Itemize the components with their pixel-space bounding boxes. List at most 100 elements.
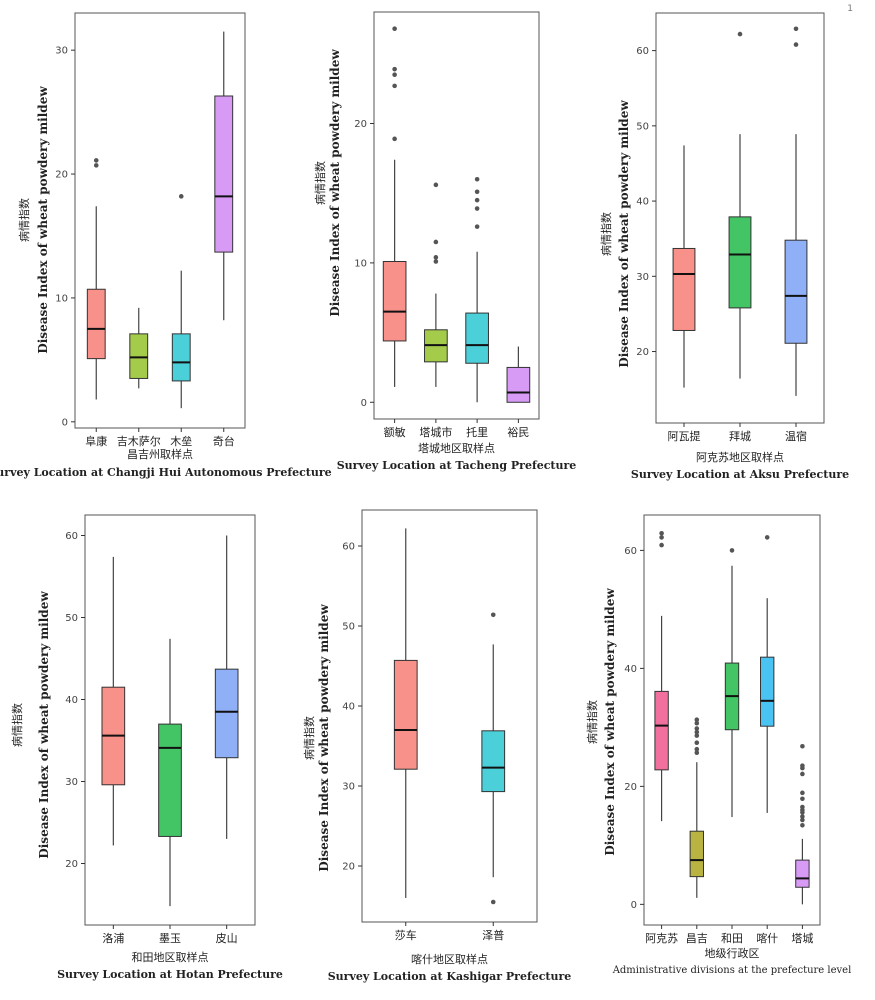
- y-tick-label: 60: [636, 46, 649, 57]
- x-axis-label-cn: 阿克苏地区取样点: [696, 450, 784, 464]
- outlier-point: [800, 743, 805, 749]
- category-label: 莎车: [395, 928, 417, 942]
- x-axis-label-en: Survey Location at Hotan Prefecture: [57, 968, 283, 981]
- x-axis-label-en: Survey Location at Kashigar Prefecture: [328, 970, 572, 983]
- category-label: 昌吉: [686, 932, 708, 945]
- x-axis-label-cn: 和田地区取样点: [132, 950, 209, 964]
- y-tick-label: 60: [624, 546, 637, 557]
- box-iqr: [481, 730, 506, 793]
- box-iqr: [382, 260, 407, 342]
- outlier-point: [800, 771, 805, 777]
- y-tick-label: 40: [342, 702, 355, 713]
- boxplot-svg: 0 20 40 60 阿克苏 昌吉 和田 喀什 塔城 病情指数 Disease Index of w…: [585, 514, 851, 976]
- boxplot-svg: 20 30 40 50 60 阿瓦提 拜城 温宿 病情指数 Disease Index of wh…: [599, 12, 849, 481]
- outlier-point: [474, 189, 480, 195]
- outlier-point: [800, 817, 805, 823]
- plot-frame: [373, 11, 540, 420]
- category-label: 皮山: [216, 932, 238, 945]
- outlier-point: [93, 158, 99, 163]
- category-label: 拜城: [729, 430, 751, 443]
- category-label: 喀什: [756, 932, 778, 945]
- category-label: 温宿: [785, 429, 807, 443]
- box-iqr: [672, 247, 696, 331]
- outlier-point: [392, 26, 397, 32]
- outlier-point: [178, 194, 184, 199]
- outlier-point: [729, 548, 735, 553]
- box-iqr: [760, 656, 775, 727]
- outlier-point: [793, 26, 799, 32]
- box-iqr: [86, 288, 106, 360]
- category-label: 奇台: [213, 434, 235, 448]
- y-tick-label: 20: [55, 170, 68, 181]
- category-label: 泽普: [482, 928, 504, 942]
- category-label: 阿克苏: [645, 932, 678, 945]
- plot-frame: [361, 509, 538, 923]
- category-label: 洛浦: [102, 931, 124, 945]
- plot-frame: [74, 12, 246, 429]
- category-label: 吉木萨尔: [117, 435, 161, 448]
- category-label: 木垒: [170, 435, 192, 448]
- x-axis-label-cn: 喀什地区取样点: [411, 952, 488, 966]
- box-iqr: [654, 690, 669, 771]
- outlier-point: [392, 136, 397, 142]
- boxplot-svg: 20 30 40 50 60 洛浦 墨玉 皮山 病情指数 Disease Index of whe…: [10, 514, 283, 981]
- y-tick-label: 40: [624, 664, 637, 675]
- y-tick-label: 20: [342, 862, 355, 873]
- box-iqr: [465, 312, 489, 364]
- y-tick-label: 50: [636, 121, 649, 132]
- outlier-point: [800, 804, 805, 810]
- y-axis-label-en: Disease Index of wheat powdery mildew: [617, 100, 631, 368]
- y-tick-label: 20: [65, 859, 78, 870]
- outlier-point: [474, 197, 480, 203]
- outlier-point: [694, 750, 700, 756]
- outlier-point: [474, 224, 480, 229]
- category-label: 塔城: [791, 932, 813, 945]
- box-iqr: [171, 333, 191, 382]
- outlier-point: [474, 206, 480, 211]
- y-tick-label: 30: [636, 272, 649, 283]
- chart-kashigar: 20 30 40 50 60 莎车 泽普 病情指数 Disease Index of wheat…: [292, 505, 584, 1000]
- x-axis-label-cn: 昌吉州取样点: [127, 447, 193, 461]
- y-axis-label-en: Disease Index of wheat powdery mildew: [37, 591, 51, 859]
- chart-changji: 0 10 20 30 阜康 吉木萨尔 木垒 奇台 病情指数 Disease Index of wh…: [0, 0, 332, 490]
- outlier-point: [392, 66, 397, 72]
- outlier-point: [659, 542, 664, 548]
- box-iqr: [214, 95, 234, 253]
- x-axis-label-en: Survey Location at Tacheng Prefecture: [337, 459, 577, 472]
- y-tick-label: 60: [342, 542, 355, 553]
- y-tick-label: 10: [354, 258, 367, 269]
- y-axis-label-en: Disease Index of wheat powdery mildew: [36, 86, 50, 354]
- category-label: 墨玉: [159, 932, 181, 945]
- box-iqr: [214, 668, 239, 759]
- box-iqr: [506, 366, 531, 403]
- y-axis-label-en: Disease Index of wheat powdery mildew: [603, 588, 617, 856]
- y-tick-label: 10: [55, 293, 68, 304]
- x-axis-label-en: Survey Location at Aksu Prefecture: [631, 468, 849, 481]
- y-axis-label-cn: 病情指数: [10, 703, 24, 747]
- y-tick-label: 50: [65, 613, 78, 624]
- y-tick-label: 40: [636, 197, 649, 208]
- outlier-point: [694, 740, 700, 746]
- x-axis-label-cn: 塔城地区取样点: [418, 441, 495, 455]
- outlier-point: [433, 255, 439, 260]
- chart-hotan: 20 30 40 50 60 洛浦 墨玉 皮山 病情指数 Disease Index of whe…: [0, 505, 292, 1000]
- y-tick-label: 20: [636, 347, 649, 358]
- box-iqr: [795, 859, 810, 888]
- outlier-point: [694, 733, 700, 738]
- outlier-point: [392, 72, 397, 78]
- outlier-point: [800, 790, 805, 796]
- outlier-point: [694, 720, 700, 726]
- chart-prefecture-level: 0 20 40 60 阿克苏 昌吉 和田 喀什 塔城 病情指数 Disease Index of w…: [584, 505, 875, 1000]
- y-axis-label-en: Disease Index of wheat powdery mildew: [317, 604, 331, 872]
- y-axis-label-cn: 病情指数: [313, 161, 327, 205]
- box-iqr: [158, 723, 182, 837]
- box-iqr: [129, 333, 149, 379]
- outlier-point: [694, 717, 700, 723]
- outlier-point: [800, 814, 805, 819]
- outlier-point: [93, 163, 99, 168]
- outlier-point: [659, 530, 664, 536]
- category-label: 额敏: [384, 425, 406, 439]
- y-axis-label-cn: 病情指数: [17, 198, 31, 242]
- chart-aksu: 20 30 40 50 60 阿瓦提 拜城 温宿 病情指数 Disease Index of wh…: [584, 0, 875, 490]
- x-axis-label-cn: 地级行政区: [705, 946, 760, 960]
